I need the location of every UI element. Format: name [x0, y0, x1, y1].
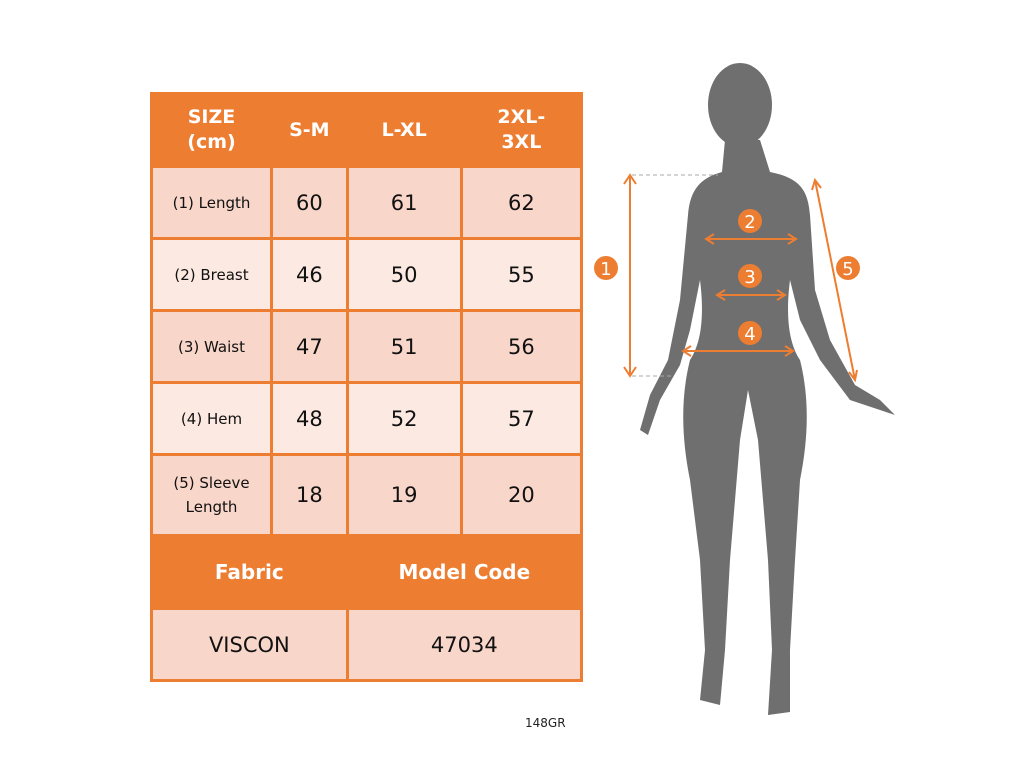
table-row: (4) Hem 48 52 57: [150, 381, 584, 456]
measurement-markers: 1 2 3 4 5: [594, 209, 860, 345]
header-size: SIZE (cm): [150, 92, 273, 168]
marker-4: [738, 321, 762, 345]
cell: 51: [345, 309, 463, 384]
guide-lines: [632, 174, 718, 377]
fabric-value-row: VISCON 47034: [150, 607, 584, 682]
marker-1-label: 1: [600, 259, 611, 280]
header-row: SIZE (cm) S-M L-XL 2XL- 3XL: [150, 92, 584, 168]
cell: 50: [345, 237, 463, 312]
table-row: (3) Waist 47 51 56: [150, 309, 584, 384]
marker-2-label: 2: [744, 212, 755, 233]
cell: 56: [459, 309, 584, 384]
row-label: (1) Length: [150, 165, 273, 240]
row-label: (3) Waist: [150, 309, 273, 384]
marker-1: [594, 256, 618, 280]
fabric-header-row: Fabric Model Code: [150, 534, 584, 610]
header-2xl-3xl: 2XL- 3XL: [459, 92, 584, 168]
silhouette-icon: [640, 63, 895, 715]
table-row: (2) Breast 46 50 55: [150, 237, 584, 312]
marker-4-label: 4: [744, 324, 755, 345]
cell: 61: [345, 165, 463, 240]
header-s-m: S-M: [270, 92, 349, 168]
cell: 60: [270, 165, 349, 240]
cell: 18: [270, 453, 349, 537]
product-code: 148GR: [525, 716, 566, 730]
cell: 52: [345, 381, 463, 456]
model-code-label: Model Code: [345, 534, 584, 610]
marker-3: [738, 264, 762, 288]
cell: 20: [459, 453, 584, 537]
size-chart-table: SIZE (cm) S-M L-XL 2XL- 3XL (1) Length 60 …: [150, 92, 584, 682]
measurement-arrows: [623, 173, 858, 383]
row-label: (5) Sleeve Length: [150, 453, 273, 537]
header-l-xl: L-XL: [345, 92, 463, 168]
cell: 57: [459, 381, 584, 456]
table-row: (1) Length 60 61 62: [150, 165, 584, 240]
marker-3-label: 3: [744, 267, 755, 288]
model-code-value: 47034: [345, 607, 584, 682]
row-label: (4) Hem: [150, 381, 273, 456]
fabric-label: Fabric: [150, 534, 349, 610]
marker-5: [836, 256, 860, 280]
cell: 19: [345, 453, 463, 537]
marker-2: [738, 209, 762, 233]
cell: 62: [459, 165, 584, 240]
table-row: (5) Sleeve Length 18 19 20: [150, 453, 584, 537]
fabric-value: VISCON: [150, 607, 349, 682]
body-silhouette-figure: 1 2 3 4 5: [594, 63, 895, 715]
marker-5-label: 5: [842, 259, 853, 280]
row-label: (2) Breast: [150, 237, 273, 312]
cell: 47: [270, 309, 349, 384]
cell: 46: [270, 237, 349, 312]
cell: 55: [459, 237, 584, 312]
cell: 48: [270, 381, 349, 456]
